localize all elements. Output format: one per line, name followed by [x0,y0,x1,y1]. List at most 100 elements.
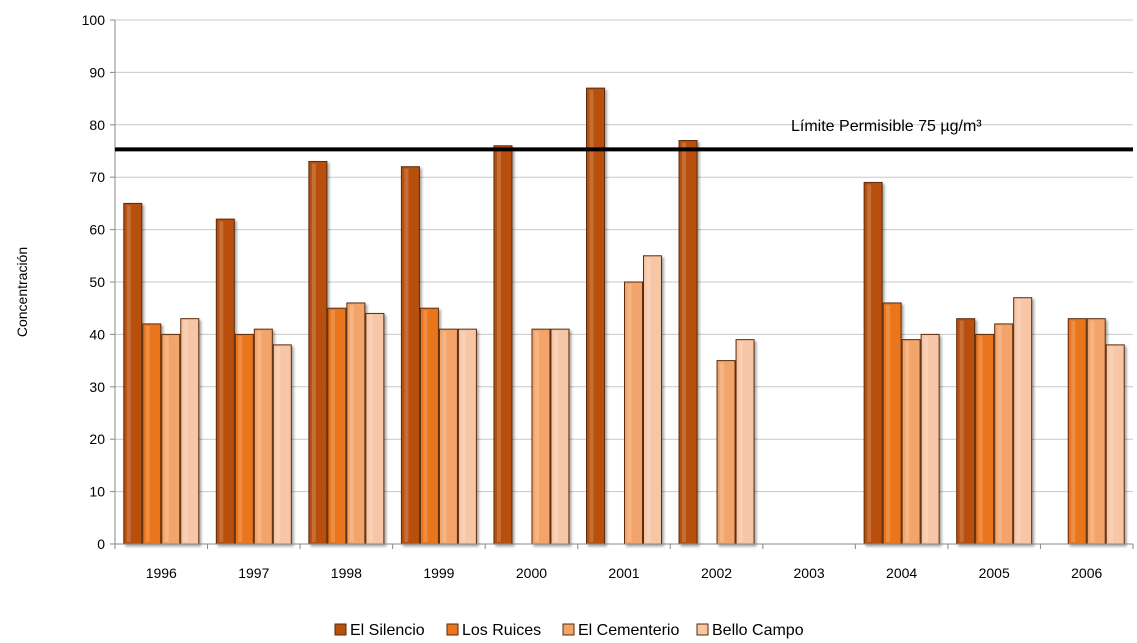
x-tick-label: 2005 [979,565,1010,581]
x-tick-label: 1999 [423,565,454,581]
bar-bello-campo-2000 [550,328,570,545]
legend: El Silencio Los Ruices El Cementerio Bello … [334,622,804,639]
bar-highlight [145,325,150,542]
bar-highlight [959,320,964,542]
y-tick-label: 0 [97,536,105,552]
bar-el-cementerio-1998 [346,302,366,545]
bar-highlight [219,221,224,542]
bar-bello-campo-1996 [180,318,200,545]
legend-label-el-silencio: El Silencio [350,622,425,639]
y-axis-label: Concentración [14,247,30,337]
axes [114,20,1133,545]
x-tick-label: 2000 [516,565,547,581]
y-tick-label: 90 [89,64,105,80]
bar-los-ruices-1996 [142,323,162,545]
bar-el-silencio-2005 [956,318,976,545]
bar-highlight [886,304,891,542]
bar-highlight [739,341,744,542]
bar-el-cementerio-2002 [716,360,736,545]
bar-highlight [997,325,1002,542]
y-tick-label: 100 [82,12,106,28]
bar-highlight [534,331,539,542]
y-tick-label: 80 [89,117,105,133]
bar-bello-campo-1997 [272,344,292,545]
bar-el-cementerio-2001 [624,281,643,545]
x-tick-label: 1996 [146,565,177,581]
y-axis-ticks: 0 10 20 30 40 50 60 70 80 90 100 [82,12,115,552]
bar-highlight [368,315,373,542]
x-tick-label: 2002 [701,565,732,581]
bar-el-silencio-1998 [308,160,328,545]
bar-highlight [164,336,169,542]
legend-swatch-el-cementerio [562,623,575,636]
x-tick-label: 2004 [886,565,917,581]
bar-highlight [330,310,335,542]
y-tick-label: 40 [89,326,105,342]
bar-el-cementerio-2006 [1086,318,1106,545]
bar-highlight [589,90,594,543]
bar-highlight [627,284,632,542]
bar-el-silencio-1999 [400,166,420,545]
legend-label-los-ruices: Los Ruices [462,622,541,639]
x-axis-ticks: 1996 1997 1998 1999 2000 2001 2002 2003 2004 2005… [114,544,1134,581]
bar-highlight [978,336,983,542]
legend-swatch-bello-campo [696,623,709,636]
bar-el-silencio-2000 [493,145,513,545]
bar-el-silencio-2002 [678,140,698,545]
bar-el-cementerio-1997 [253,328,273,545]
bar-highlight [646,257,651,542]
bar-highlight [1109,346,1114,542]
y-tick-label: 50 [89,274,105,290]
legend-label-el-cementerio: El Cementerio [578,622,679,639]
x-tick-label: 1998 [331,565,362,581]
bar-highlight [682,142,687,542]
x-tick-label: 2006 [1071,565,1102,581]
bar-highlight [276,346,281,542]
legend-swatch-los-ruices [446,623,459,636]
bar-highlight [905,341,910,542]
bar-highlight [867,184,872,542]
bar-los-ruices-2004 [882,302,902,545]
bar-highlight [1071,320,1076,542]
bar-los-ruices-2005 [975,333,995,545]
legend-swatch-el-silencio [334,623,347,636]
bar-highlight [1090,320,1095,542]
bar-bello-campo-2005 [1013,297,1033,545]
bar-el-silencio-1997 [215,218,235,545]
reference-line-group: Límite Permisible 75 µg/m³ [115,118,1133,152]
bar-highlight [496,147,501,542]
bar-bello-campo-2002 [735,339,755,545]
bar-el-silencio-2001 [586,87,605,545]
bar-el-cementerio-2004 [901,339,921,545]
bars [123,87,1125,545]
y-tick-label: 60 [89,222,105,238]
bar-los-ruices-2006 [1067,318,1087,545]
bar-los-ruices-1998 [327,307,347,545]
bar-highlight [442,331,447,542]
bar-highlight [183,320,188,542]
bar-highlight [404,168,409,542]
bar-el-silencio-2004 [863,181,883,545]
y-tick-label: 20 [89,431,105,447]
bar-highlight [349,304,354,542]
bar-highlight [423,310,428,542]
legend-label-bello-campo: Bello Campo [712,622,804,639]
bar-el-silencio-1996 [123,202,143,545]
bar-highlight [311,163,316,543]
bar-highlight [1016,299,1021,542]
bar-highlight [720,362,725,542]
bar-bello-campo-2004 [920,333,940,545]
bar-el-cementerio-2000 [531,328,551,545]
bar-bello-campo-2001 [643,255,662,545]
bar-highlight [238,336,243,542]
bar-los-ruices-1999 [419,307,439,545]
x-tick-label: 1997 [238,565,269,581]
y-tick-label: 70 [89,169,105,185]
bar-highlight [924,336,929,542]
y-tick-label: 10 [89,484,105,500]
bar-highlight [553,331,558,542]
bar-highlight [461,331,466,542]
bar-el-cementerio-1999 [438,328,458,545]
bar-el-cementerio-2005 [994,323,1014,545]
